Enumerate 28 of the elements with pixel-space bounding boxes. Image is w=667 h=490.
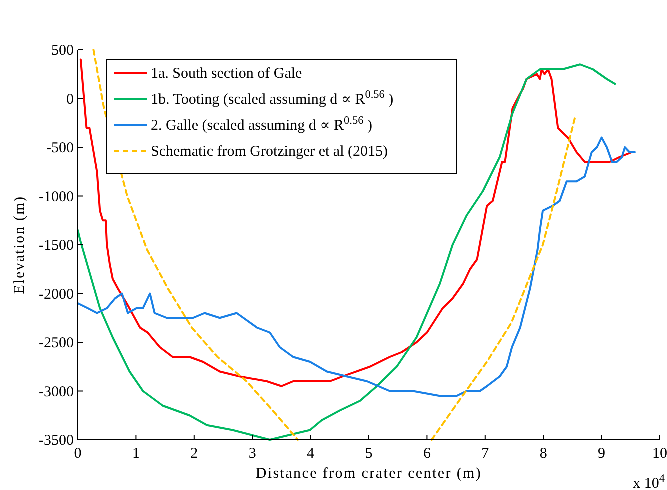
- legend-label: 1a. South section of Gale: [151, 66, 303, 82]
- x-tick-label: 2: [190, 446, 198, 462]
- legend-label: 1b. Tooting (scaled assuming d ∝ R$^{0.56}$ ): [151, 89, 394, 108]
- legend-label: 2. Galle (scaled assuming d ∝ R$^{0.56}$ ): [151, 115, 372, 134]
- x-tick-label: 7: [482, 446, 490, 462]
- x-axis-title: Distance from crater center (m): [256, 466, 482, 482]
- y-tick-label: -3000: [39, 384, 74, 400]
- y-tick-label: -2000: [39, 286, 74, 303]
- y-tick-label: -500: [46, 140, 74, 156]
- legend-label: Schematic from Grotzinger et al (2015): [151, 144, 388, 160]
- x-tick-label: 1: [132, 446, 140, 462]
- text: x 10$^{4}$: [633, 473, 666, 490]
- x-tick-label: 8: [540, 446, 548, 462]
- x-tick-label: 9: [598, 446, 606, 462]
- y-tick-label: 0: [66, 92, 74, 108]
- x-tick-label: 6: [423, 446, 432, 462]
- x-tick-label: 10: [652, 446, 667, 462]
- y-tick-label: -3500: [39, 433, 74, 449]
- y-tick-label: -1000: [39, 189, 74, 206]
- line-series: [77, 136, 636, 398]
- y-tick-label: -1500: [39, 238, 74, 254]
- line-series: [80, 58, 634, 388]
- y-tick-label: -2500: [39, 336, 74, 352]
- x-tick-label: 5: [365, 446, 373, 462]
- x-tick-label: 4: [307, 446, 316, 462]
- y-axis-title: Elevation (m): [12, 196, 28, 294]
- y-tick-label: 500: [52, 43, 74, 59]
- x-tick-label: 3: [248, 446, 256, 462]
